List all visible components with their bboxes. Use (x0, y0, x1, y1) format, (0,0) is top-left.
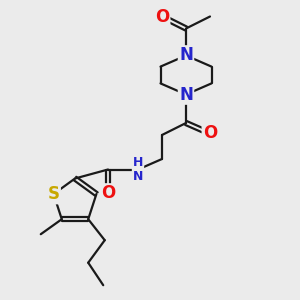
Text: N: N (179, 46, 193, 64)
Text: H
N: H N (133, 155, 143, 184)
Text: O: O (101, 184, 115, 202)
Text: O: O (203, 124, 217, 142)
Text: O: O (155, 8, 169, 26)
Text: S: S (48, 185, 60, 203)
Text: N: N (179, 85, 193, 103)
